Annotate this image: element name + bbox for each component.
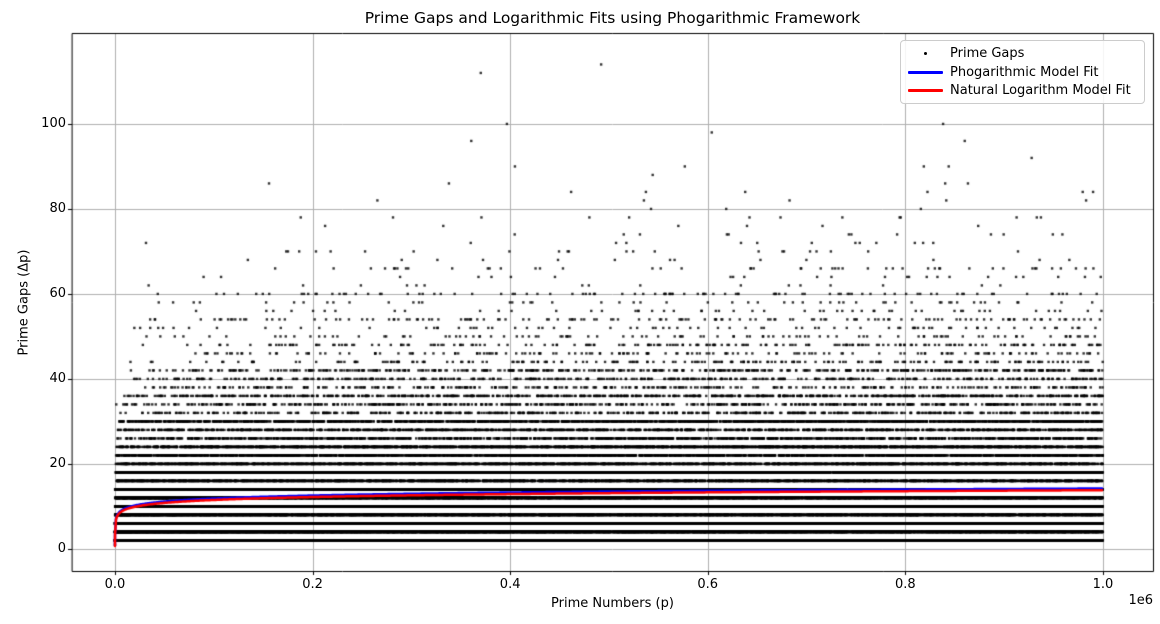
legend-item-phogarithmic-fit: Phogarithmic Model Fit (901, 63, 1144, 82)
x-tick-label: 0.2 (302, 577, 323, 592)
x-tick-label: 0.6 (697, 577, 719, 592)
chart-title: Prime Gaps and Logarithmic Fits using Ph… (364, 9, 861, 27)
y-tick-label: 20 (49, 455, 66, 471)
scatter-dot-icon (908, 51, 943, 55)
y-tick-label: 0 (57, 540, 66, 556)
legend-label-natural-log-fit: Natural Logarithm Model Fit (950, 83, 1131, 99)
legend: Prime Gaps Phogarithmic Model Fit Natura… (900, 40, 1145, 104)
y-tick-label: 100 (41, 115, 66, 131)
legend-item-natural-log-fit: Natural Logarithm Model Fit (901, 81, 1144, 100)
legend-item-prime-gaps: Prime Gaps (901, 44, 1144, 63)
red-line-icon (908, 89, 943, 93)
x-tick-label: 0.0 (104, 577, 126, 592)
y-axis-label: Prime Gaps (Δp) (16, 249, 32, 356)
y-tick-label: 60 (49, 285, 66, 301)
y-tick-label: 80 (49, 200, 66, 216)
x-tick-label: 1.0 (1092, 577, 1114, 592)
y-tick-label: 40 (49, 370, 66, 386)
blue-line-icon (908, 70, 943, 74)
x-tick-label: 0.8 (894, 577, 916, 592)
legend-label-prime-gaps: Prime Gaps (950, 45, 1025, 61)
x-axis-offset-label: 1e6 (1128, 593, 1153, 608)
x-axis-label: Prime Numbers (p) (551, 596, 674, 611)
legend-label-phogarithmic-fit: Phogarithmic Model Fit (950, 64, 1099, 80)
x-tick-label: 0.4 (499, 577, 521, 592)
